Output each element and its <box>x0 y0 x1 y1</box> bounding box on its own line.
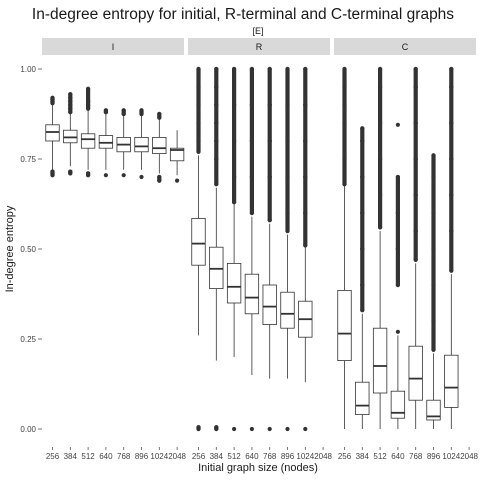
outlier-point <box>175 178 180 183</box>
iqr-box <box>191 217 206 266</box>
x-tick-label: 256 <box>338 452 352 461</box>
x-tick-label: 384 <box>210 452 224 461</box>
x-tick-label: 512 <box>81 452 95 461</box>
x-tick-label: 512 <box>227 452 241 461</box>
box-i-896 <box>134 108 149 180</box>
box-r-768 <box>262 66 277 432</box>
x-tick-label: 1024 <box>150 452 168 461</box>
x-tick-label: 896 <box>281 452 295 461</box>
box-i-384 <box>63 92 78 176</box>
box-c-640 <box>390 122 406 429</box>
x-tick-label: 384 <box>64 452 78 461</box>
x-tick-label: 640 <box>245 452 259 461</box>
box-c-1024 <box>444 66 459 429</box>
iqr-box <box>152 136 167 154</box>
facet-strip <box>42 38 184 55</box>
box-i-256 <box>45 95 60 178</box>
facet-strip <box>188 38 330 55</box>
y-tick-label: 0.25 <box>20 335 36 344</box>
iqr-box <box>408 345 423 401</box>
x-tick-label: 640 <box>99 452 113 461</box>
y-tick-label: 0.75 <box>20 155 36 164</box>
x-tick-label: 640 <box>391 452 405 461</box>
x-tick-label: 2048 <box>460 452 478 461</box>
outlier-point <box>139 174 144 180</box>
iqr-box <box>169 147 185 162</box>
x-tick-label: 768 <box>263 452 277 461</box>
iqr-box <box>372 327 388 394</box>
x-tick-label: 384 <box>356 452 370 461</box>
box-r-384 <box>209 66 224 432</box>
y-tick-label: 1.00 <box>20 65 36 74</box>
iqr-box <box>280 291 295 329</box>
facet-panel-c: C 256 384 512 640 768 896 1024 2048 <box>334 38 479 461</box>
box-c-896 <box>426 153 441 429</box>
x-tick-label: 256 <box>46 452 60 461</box>
box-r-1024 <box>298 66 313 432</box>
facet-panel-r: R 256 384 512 640 768 896 1024 2048 <box>188 38 333 461</box>
outlier-point <box>103 173 108 178</box>
outlier-point <box>267 426 272 432</box>
x-tick-label: 768 <box>117 452 131 461</box>
iqr-box <box>262 284 277 325</box>
x-tick-label: 1024 <box>442 452 460 461</box>
x-tick-label: 896 <box>135 452 149 461</box>
outlier-point <box>232 426 237 432</box>
x-tick-label: 768 <box>409 452 423 461</box>
facet-strip-label: C <box>402 42 409 52</box>
facet-strip-label: I <box>112 42 115 52</box>
facet-strip <box>334 38 476 55</box>
box-i-2048 <box>169 130 185 183</box>
iqr-box <box>45 124 60 142</box>
facet-panel-i: I 256 384 512 640 768 896 1024 2048 <box>42 38 187 461</box>
y-axis-label: In-degree entropy <box>4 205 16 292</box>
box-c-384 <box>355 126 370 429</box>
x-axis-label: Initial graph size (nodes) <box>198 462 318 474</box>
y-tick-label: 0.00 <box>20 425 36 434</box>
outlier-point <box>303 426 308 432</box>
box-r-256 <box>191 66 206 432</box>
x-tick-label: 256 <box>192 452 206 461</box>
box-r-640 <box>244 66 260 432</box>
outlier-point <box>249 426 254 432</box>
box-i-512 <box>80 86 96 178</box>
x-tick-label: 512 <box>373 452 387 461</box>
facet-label: [E] <box>252 26 263 36</box>
box-r-512 <box>226 66 242 432</box>
box-c-768 <box>408 66 423 429</box>
box-i-640 <box>98 108 114 178</box>
x-tick-label: 2048 <box>168 452 186 461</box>
box-i-1024 <box>152 111 167 183</box>
box-r-896 <box>280 66 295 432</box>
x-tick-label: 896 <box>427 452 441 461</box>
iqr-box <box>134 136 149 153</box>
y-tick-label: 0.50 <box>20 245 36 254</box>
box-c-256 <box>337 66 352 429</box>
outlier-point <box>395 122 400 127</box>
iqr-box <box>244 273 260 315</box>
facet-strip-label: R <box>256 42 263 52</box>
iqr-box <box>444 354 459 408</box>
chart-title: In-degree entropy for initial, R-termina… <box>32 6 454 23</box>
outlier-point <box>395 329 400 334</box>
x-tick-label: 2048 <box>314 452 332 461</box>
iqr-box <box>80 133 96 149</box>
iqr-box <box>390 390 406 419</box>
y-axis: 0.00 0.25 0.50 0.75 1.00 <box>20 65 42 434</box>
box-c-512 <box>372 66 388 429</box>
iqr-box <box>355 381 370 416</box>
iqr-box <box>337 289 352 361</box>
box-i-768 <box>116 108 131 178</box>
iqr-box <box>226 262 242 304</box>
iqr-box <box>426 399 441 421</box>
outlier-point <box>121 173 126 178</box>
x-tick-label: 1024 <box>296 452 314 461</box>
outlier-point <box>285 426 290 432</box>
